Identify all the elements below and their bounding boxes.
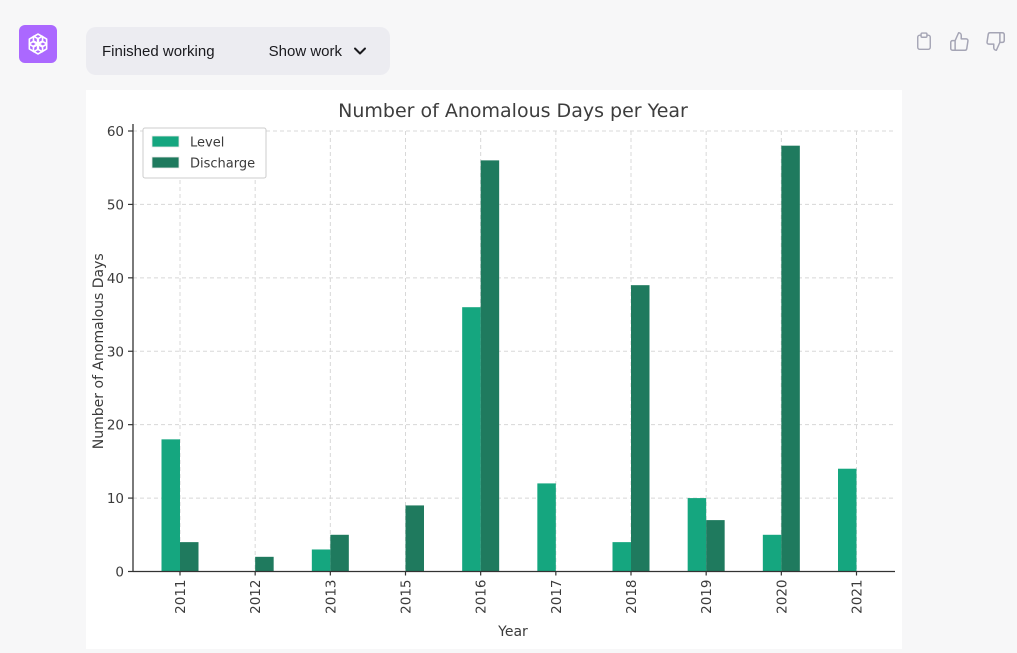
bar-level-2013 <box>311 549 331 572</box>
thumbs-down-icon <box>986 31 1005 51</box>
anomalous-days-bar-chart: 0 10 20 30 40 50 60 2011 2012 2013 2015 2016 2017 201… <box>91 100 895 640</box>
clipboard-icon <box>917 32 931 51</box>
thumbs-down-button[interactable] <box>985 31 1006 52</box>
bar-discharge-2020 <box>781 145 800 572</box>
bar-level-2016 <box>462 307 481 572</box>
bar-discharge-2012 <box>255 556 274 572</box>
x-tick-label: 2016 <box>474 580 490 614</box>
x-tick-label: 2018 <box>624 580 640 614</box>
bar-discharge-2011 <box>180 542 199 572</box>
bar-level-2019 <box>687 498 707 572</box>
bar-discharge-2016 <box>480 160 500 572</box>
x-tick-label: 2020 <box>774 580 790 614</box>
x-tick-label: 2019 <box>699 580 715 614</box>
y-tick-label: 60 <box>107 124 124 140</box>
x-tick-label: 2011 <box>173 580 189 614</box>
x-tick-label: 2012 <box>248 580 264 614</box>
bar-discharge-2018 <box>631 285 650 572</box>
y-axis-label: Number of Anomalous Days <box>91 253 107 449</box>
x-tick-label: 2021 <box>850 580 866 614</box>
y-tick-label: 30 <box>107 344 124 360</box>
chart-output-card: 0 10 20 30 40 50 60 2011 2012 2013 2015 2016 2017 201… <box>86 90 902 649</box>
bar-discharge-2013 <box>330 534 349 572</box>
show-work-button[interactable]: Show work <box>269 43 368 60</box>
bar-level-2018 <box>612 542 631 572</box>
legend-label-level: Level <box>190 136 224 151</box>
assistant-avatar <box>19 25 57 63</box>
show-work-label: Show work <box>268 42 342 60</box>
x-axis-label: Year <box>497 624 528 640</box>
chevron-down-icon <box>354 47 366 55</box>
bar-level-2017 <box>537 483 556 572</box>
bar-level-2011 <box>161 439 180 572</box>
status-text: Finished working <box>102 42 215 60</box>
chart-title: Number of Anomalous Days per Year <box>338 100 688 122</box>
x-tick-label: 2015 <box>399 580 415 614</box>
legend-label-discharge: Discharge <box>190 157 255 172</box>
thumbs-up-button[interactable] <box>949 31 970 52</box>
bar-discharge-2015 <box>405 505 424 572</box>
finished-working-pill: Finished working Show work <box>86 27 390 75</box>
x-tick-label: 2013 <box>323 580 339 614</box>
thumbs-up-icon <box>950 31 969 51</box>
message-actions <box>914 30 1006 52</box>
legend-swatch-discharge <box>151 156 180 169</box>
copy-button[interactable] <box>914 30 934 52</box>
legend-swatch-level <box>151 135 180 148</box>
y-tick-label: 40 <box>107 271 124 287</box>
openai-logo-icon <box>28 33 48 55</box>
bar-discharge-2019 <box>706 520 725 572</box>
x-tick-label: 2017 <box>549 580 565 614</box>
y-tick-label: 10 <box>107 491 124 507</box>
bar-level-2020 <box>762 534 782 572</box>
y-tick-label: 20 <box>107 418 124 434</box>
y-tick-label: 0 <box>115 565 124 581</box>
y-tick-label: 50 <box>107 197 124 213</box>
bar-level-2021 <box>838 468 857 572</box>
